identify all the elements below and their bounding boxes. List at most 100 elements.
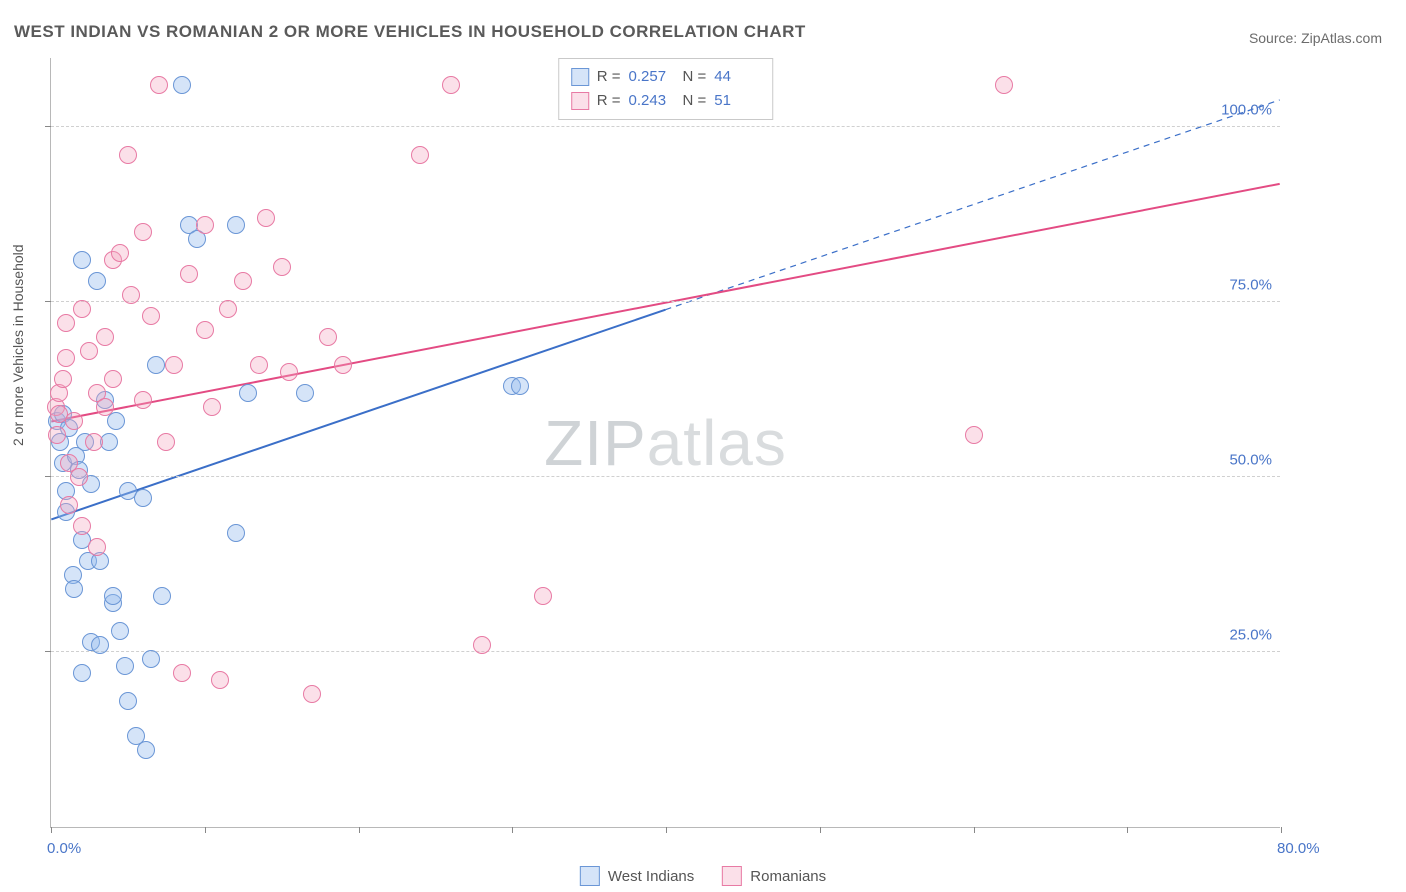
- x-tick: [359, 827, 360, 833]
- legend-swatch: [580, 866, 600, 886]
- data-point: [96, 328, 114, 346]
- data-point: [116, 657, 134, 675]
- chart-title: WEST INDIAN VS ROMANIAN 2 OR MORE VEHICL…: [14, 22, 806, 42]
- data-point: [88, 538, 106, 556]
- data-point: [173, 664, 191, 682]
- data-point: [965, 426, 983, 444]
- data-point: [137, 741, 155, 759]
- source-attribution: Source: ZipAtlas.com: [1249, 30, 1382, 46]
- data-point: [134, 489, 152, 507]
- data-point: [442, 76, 460, 94]
- data-point: [219, 300, 237, 318]
- data-point: [70, 468, 88, 486]
- data-point: [534, 587, 552, 605]
- data-point: [111, 622, 129, 640]
- data-point: [73, 664, 91, 682]
- stats-legend-row: R =0.243N =51: [571, 89, 761, 113]
- data-point: [211, 671, 229, 689]
- gridline: [51, 301, 1280, 302]
- data-point: [511, 377, 529, 395]
- data-point: [147, 356, 165, 374]
- y-tick-label: 25.0%: [1229, 627, 1272, 644]
- data-point: [257, 209, 275, 227]
- y-tick-label: 75.0%: [1229, 277, 1272, 294]
- legend-swatch: [571, 92, 589, 110]
- data-point: [111, 244, 129, 262]
- y-tick: [45, 651, 51, 652]
- data-point: [104, 587, 122, 605]
- data-point: [273, 258, 291, 276]
- x-tick-label: 0.0%: [47, 840, 81, 857]
- data-point: [65, 580, 83, 598]
- y-tick-label: 50.0%: [1229, 452, 1272, 469]
- legend-label: Romanians: [750, 868, 826, 885]
- x-tick: [205, 827, 206, 833]
- data-point: [100, 433, 118, 451]
- data-point: [119, 146, 137, 164]
- y-tick-label: 100.0%: [1221, 102, 1272, 119]
- data-point: [57, 349, 75, 367]
- data-point: [73, 517, 91, 535]
- data-point: [227, 524, 245, 542]
- data-point: [60, 496, 78, 514]
- legend-item: Romanians: [722, 866, 826, 886]
- x-tick: [51, 827, 52, 833]
- stats-legend-row: R =0.257N =44: [571, 65, 761, 89]
- stats-legend-box: R =0.257N =44R =0.243N =51: [558, 58, 774, 120]
- x-tick-label: 80.0%: [1277, 840, 1320, 857]
- data-point: [142, 650, 160, 668]
- data-point: [119, 692, 137, 710]
- y-tick: [45, 476, 51, 477]
- data-point: [203, 398, 221, 416]
- data-point: [173, 76, 191, 94]
- data-point: [157, 433, 175, 451]
- data-point: [227, 216, 245, 234]
- correlation-chart: WEST INDIAN VS ROMANIAN 2 OR MORE VEHICL…: [0, 0, 1406, 892]
- legend-swatch: [571, 68, 589, 86]
- legend-swatch: [722, 866, 742, 886]
- gridline: [51, 651, 1280, 652]
- data-point: [250, 356, 268, 374]
- data-point: [239, 384, 257, 402]
- series-legend: West Indians Romanians: [580, 866, 826, 886]
- legend-item: West Indians: [580, 866, 694, 886]
- data-point: [142, 307, 160, 325]
- y-tick: [45, 126, 51, 127]
- data-point: [296, 384, 314, 402]
- data-point: [196, 321, 214, 339]
- x-tick: [512, 827, 513, 833]
- data-point: [995, 76, 1013, 94]
- watermark: ZIPatlas: [544, 406, 787, 480]
- data-point: [122, 286, 140, 304]
- data-point: [85, 433, 103, 451]
- x-tick: [1281, 827, 1282, 833]
- x-tick: [974, 827, 975, 833]
- data-point: [196, 216, 214, 234]
- trend-lines: [51, 58, 1280, 827]
- data-point: [80, 342, 98, 360]
- plot-area: ZIPatlas R =0.257N =44R =0.243N =51 25.0…: [50, 58, 1280, 828]
- x-tick: [820, 827, 821, 833]
- data-point: [319, 328, 337, 346]
- data-point: [73, 251, 91, 269]
- gridline: [51, 476, 1280, 477]
- data-point: [150, 76, 168, 94]
- y-tick: [45, 301, 51, 302]
- data-point: [73, 300, 91, 318]
- data-point: [411, 146, 429, 164]
- data-point: [48, 426, 66, 444]
- data-point: [153, 587, 171, 605]
- data-point: [180, 265, 198, 283]
- data-point: [280, 363, 298, 381]
- data-point: [134, 391, 152, 409]
- data-point: [65, 412, 83, 430]
- data-point: [57, 314, 75, 332]
- data-point: [96, 398, 114, 416]
- data-point: [88, 272, 106, 290]
- data-point: [54, 370, 72, 388]
- data-point: [473, 636, 491, 654]
- data-point: [165, 356, 183, 374]
- data-point: [104, 370, 122, 388]
- x-tick: [1127, 827, 1128, 833]
- data-point: [234, 272, 252, 290]
